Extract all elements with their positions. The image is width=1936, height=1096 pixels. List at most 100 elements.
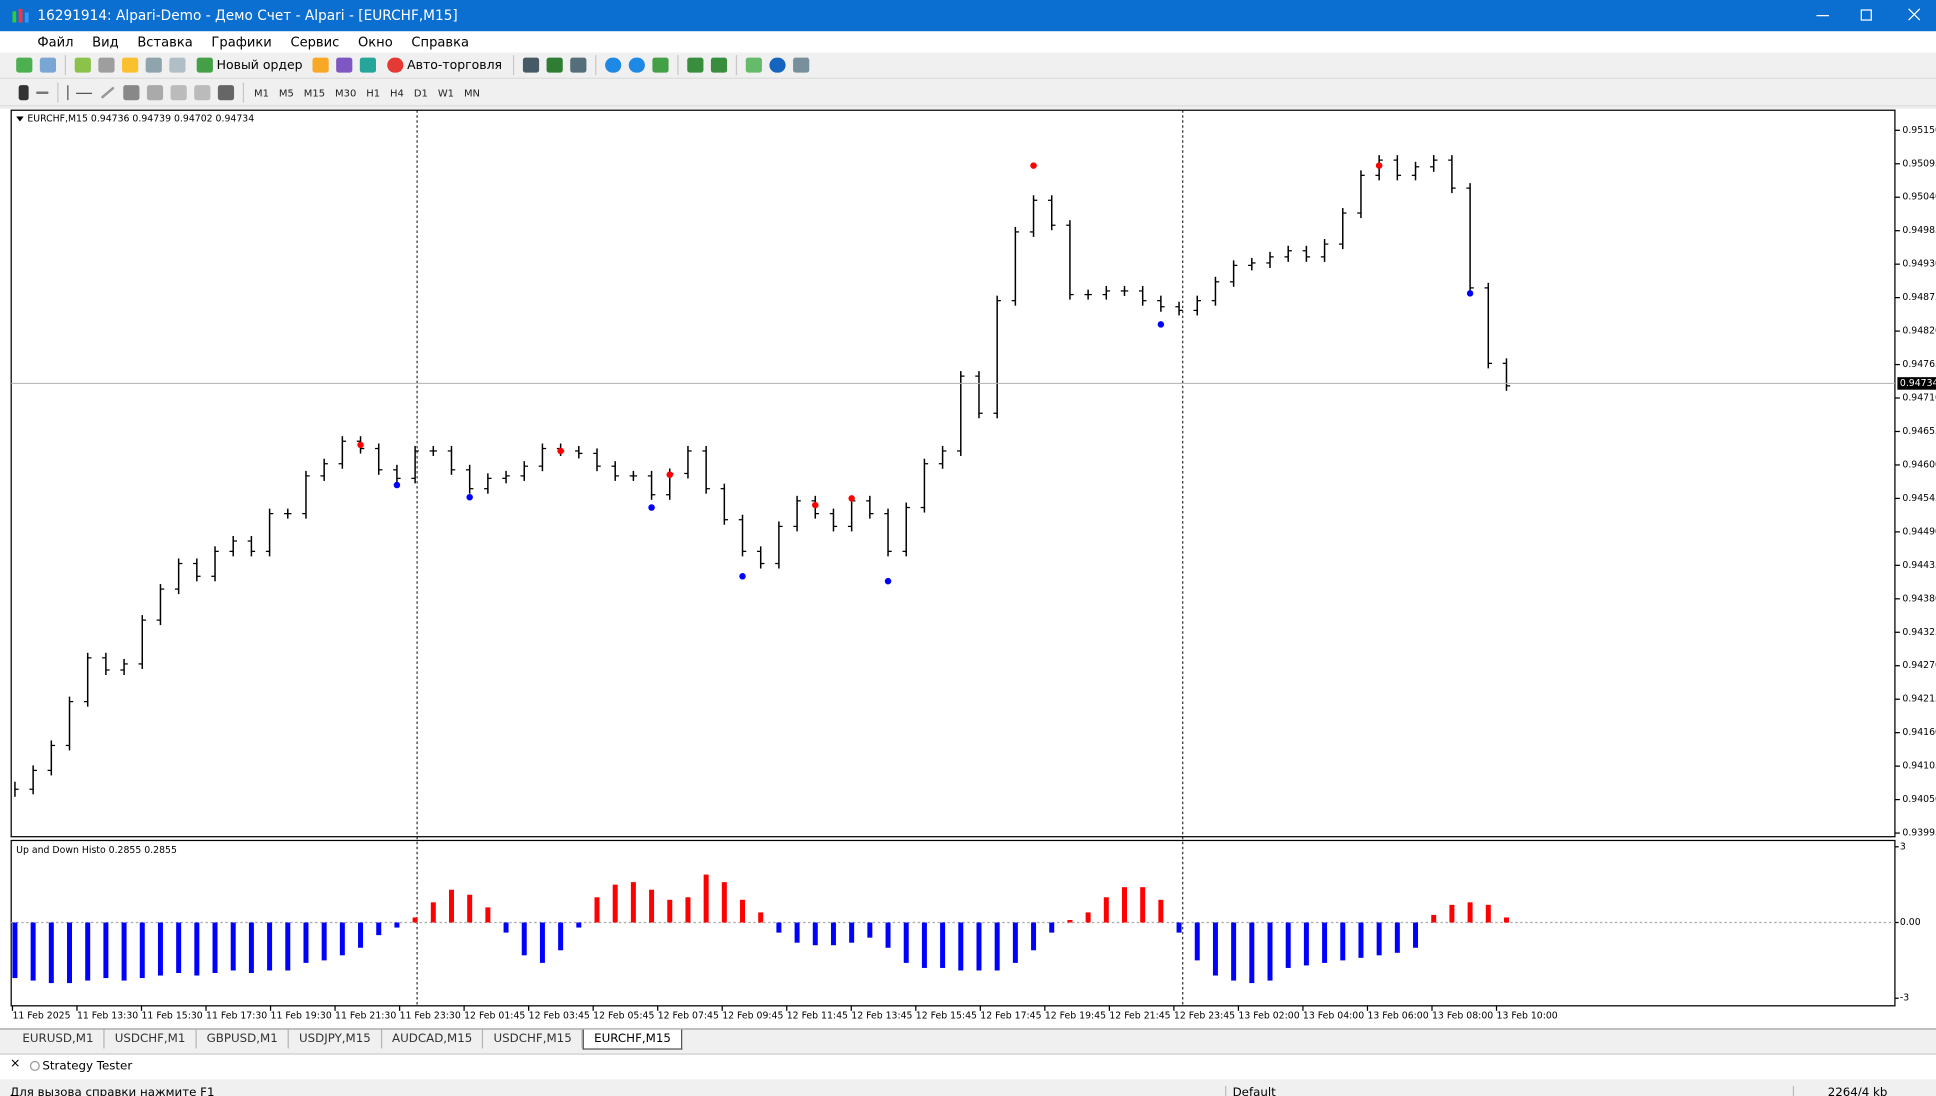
histogram-bar — [412, 917, 418, 923]
menu-item[interactable]: Вставка — [137, 34, 193, 50]
icon[interactable] — [336, 57, 353, 73]
histogram-bar — [667, 899, 673, 923]
icon[interactable] — [39, 57, 57, 73]
menu-item[interactable]: Вид — [92, 34, 119, 50]
up-signal — [357, 441, 364, 449]
icon[interactable] — [146, 85, 164, 101]
histogram-bar — [212, 922, 218, 973]
separator — [736, 55, 738, 76]
chart-tab[interactable]: EURUSD,M1 — [12, 1029, 105, 1049]
timeframe-button[interactable]: W1 — [437, 87, 455, 99]
down-signal — [393, 481, 401, 489]
menu-item[interactable]: Файл — [37, 34, 74, 50]
icon[interactable] — [98, 57, 115, 73]
tester-tab[interactable]: Strategy Tester — [42, 1059, 133, 1074]
menu-item[interactable]: Графики — [211, 34, 272, 50]
icon[interactable] — [312, 57, 329, 73]
x-tick-label: 11 Feb 23:30 — [400, 1010, 461, 1021]
menu-item[interactable]: Сервис — [290, 34, 340, 50]
icon[interactable] — [217, 85, 235, 101]
histogram-bar — [867, 922, 873, 938]
timeframe-button[interactable]: D1 — [413, 87, 428, 99]
icon[interactable] — [546, 57, 564, 73]
histogram-bar — [685, 897, 691, 923]
histogram-bar — [558, 922, 564, 951]
up-signal — [557, 447, 564, 455]
histogram-bar — [267, 922, 273, 971]
histogram-bar — [303, 922, 309, 963]
icon[interactable] — [75, 92, 93, 94]
up-signal — [1030, 162, 1037, 169]
timeframe-button[interactable]: M1 — [253, 87, 269, 99]
icon[interactable] — [711, 57, 728, 73]
histogram-bar — [903, 922, 909, 963]
timeframe-button[interactable]: M30 — [335, 87, 357, 99]
down-signal — [648, 504, 655, 511]
icon[interactable] — [605, 57, 622, 73]
timeframe-button[interactable]: MN — [463, 87, 481, 99]
icon[interactable] — [194, 85, 211, 101]
icon[interactable] — [123, 85, 140, 101]
chart-area: EURCHF,M15 0.94736 0.94739 0.94702 0.947… — [0, 108, 1936, 1029]
icon[interactable] — [746, 57, 763, 73]
histogram-bar — [67, 922, 72, 984]
histogram-bar — [794, 922, 800, 943]
timeframe-button[interactable]: M5 — [278, 87, 294, 99]
auto-trading-button[interactable]: Авто-торговля — [380, 54, 506, 75]
window-controls[interactable] — [1799, 0, 1936, 31]
chart-tab[interactable]: USDCHF,M1 — [105, 1029, 197, 1049]
y-tick-label: 0.94765 — [1902, 359, 1936, 370]
histogram-bar — [649, 889, 655, 923]
x-tick-label: 11 Feb 21:30 — [335, 1010, 396, 1021]
x-tick-label: 11 Feb 17:30 — [206, 1010, 267, 1021]
timeframe-button[interactable]: H4 — [390, 87, 404, 99]
chart-tab[interactable]: GBPUSD,M1 — [197, 1029, 289, 1049]
y-tick-label: 0.94215 — [1902, 694, 1936, 705]
icon[interactable] — [570, 57, 587, 73]
timeframe-button[interactable]: H1 — [366, 87, 381, 99]
chart-tab[interactable]: AUDCAD,M15 — [382, 1029, 484, 1049]
icon[interactable] — [793, 57, 810, 73]
new-order-button[interactable]: Новый ордер — [189, 54, 306, 75]
icon[interactable] — [652, 57, 669, 73]
close-icon[interactable]: × — [9, 1057, 21, 1071]
icon[interactable] — [145, 57, 162, 73]
icon[interactable] — [169, 57, 186, 73]
collapse-arrow — [16, 116, 24, 122]
x-tick-label: 12 Feb 23:45 — [1174, 1010, 1235, 1021]
icon[interactable] — [122, 57, 139, 73]
histogram-bar — [248, 922, 254, 973]
menu-item[interactable]: Справка — [411, 34, 470, 50]
status-traffic: 2264/4 kb — [1792, 1085, 1887, 1096]
icon[interactable] — [769, 57, 786, 73]
icon[interactable] — [100, 86, 115, 99]
icon[interactable] — [74, 57, 91, 73]
toolbar-main: Новый ордер Авто-торговля — [0, 52, 1936, 79]
timeframe-button[interactable]: M15 — [303, 87, 326, 99]
icon[interactable] — [36, 91, 49, 94]
icon[interactable] — [359, 57, 376, 73]
icon[interactable] — [67, 85, 69, 101]
x-tick-label: 13 Feb 02:00 — [1238, 1010, 1299, 1021]
icon[interactable] — [170, 85, 187, 101]
icon[interactable] — [523, 57, 540, 73]
histogram-bar — [1340, 922, 1346, 961]
histogram-bar — [1376, 922, 1382, 956]
chart-tab[interactable]: USDCHF,M15 — [484, 1029, 583, 1049]
icon[interactable] — [18, 85, 29, 101]
icon[interactable] — [629, 57, 646, 73]
chart-tab[interactable]: USDJPY,M15 — [289, 1029, 383, 1049]
x-tick-label: 12 Feb 03:45 — [529, 1010, 590, 1021]
window-title: 16291914: Alpari-Demo - Демо Счет - Alpa… — [37, 7, 458, 24]
separator — [64, 55, 66, 76]
icon[interactable] — [687, 57, 704, 73]
separator — [242, 82, 245, 103]
chart-tab[interactable]: EURCHF,M15 — [582, 1029, 683, 1050]
toolbar-draw: M1 M5 M15 M30 H1 H4 D1 W1 MN — [0, 80, 1936, 107]
icon[interactable] — [16, 57, 33, 73]
down-signal — [739, 573, 746, 580]
menu-item[interactable]: Окно — [358, 34, 393, 50]
